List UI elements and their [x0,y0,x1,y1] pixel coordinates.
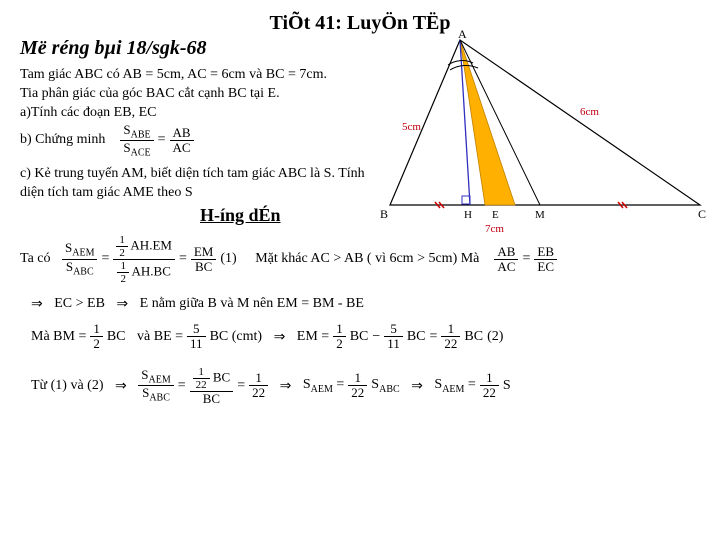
problem-line-4: b) Chứng minh SABE SACE = AB AC [20,123,380,159]
label-a: A [458,30,467,41]
equation-line-2: ⇒ EC > EB ⇒ E nằm giữa B và M nên EM = B… [20,295,700,312]
right-angle-mark [462,196,470,204]
triangle-figure: A B C H E M 5cm 6cm 7cm [380,30,710,240]
e-between: E nằm giữa B và M nên EM = BM - BE [140,296,364,312]
frac-eb-ec: EBEC [534,245,557,275]
mat-khac: Mặt khác AC > AB ( vì 6cm > 5cm) Mà [255,251,479,267]
va-be: và BE = [137,329,183,345]
label-5cm: 5cm [402,121,421,133]
label-7cm: 7cm [485,223,504,235]
ta-co: Ta có [20,251,51,267]
eq-tag-1: (1) [220,251,236,267]
equals-1: = [158,131,166,150]
label-c: C [698,207,706,221]
problem-line-5: c) Kẻ trung tuyến AM, biết diện tích tam… [20,165,380,203]
equation-line-4: Từ (1) và (2) ⇒ SAEM SABC = 122 BC BC = … [20,366,700,406]
frac-ab-ac-2: ABAC [494,245,518,275]
label-6cm: 6cm [580,106,599,118]
prove-label: b) Chứng minh [20,131,105,150]
label-m: M [535,209,545,221]
label-b: B [380,207,388,221]
eq-tag-2: (2) [487,329,503,345]
angle-arc-1 [448,61,473,65]
equation-line-1: Ta có SAEM SABC = 12 AH.EM 12 AH.BC = EM… [20,234,700,285]
problem-line-3: a)Tính các đoạn EB, EC [20,104,380,123]
ratio-sabe-sace: SABE SACE [120,123,153,159]
from-1-2: Từ (1) và (2) [31,378,104,394]
ec-gt-eb: EC > EB [54,296,105,312]
ratio-ab-ac: AB AC [170,126,194,156]
problem-block: Tam giác ABC có AB = 5cm, AC = 6cm và BC… [20,66,380,203]
label-e: E [492,209,499,221]
equation-line-3: Mà BM = 12 BC và BE = 511 BC (cmt) ⇒ EM … [20,322,700,352]
ma-bm: Mà BM = [31,329,86,345]
frac-em-bc: EMBC [191,245,217,275]
frac-s-ratio: SAEM SABC [62,241,97,277]
implies-icon-2: ⇒ [116,295,128,312]
problem-line-1: Tam giác ABC có AB = 5cm, AC = 6cm và BC… [20,66,380,85]
label-h: H [464,209,472,221]
implies-icon: ⇒ [31,295,43,312]
frac-s-ratio-2: SAEM SABC [138,368,173,404]
problem-line-2: Tia phân giác của góc BAC cắt cạnh BC tạ… [20,85,380,104]
frac-half-ahem: 12 AH.EM 12 AH.BC [113,234,175,285]
triangle-abc [390,40,700,205]
